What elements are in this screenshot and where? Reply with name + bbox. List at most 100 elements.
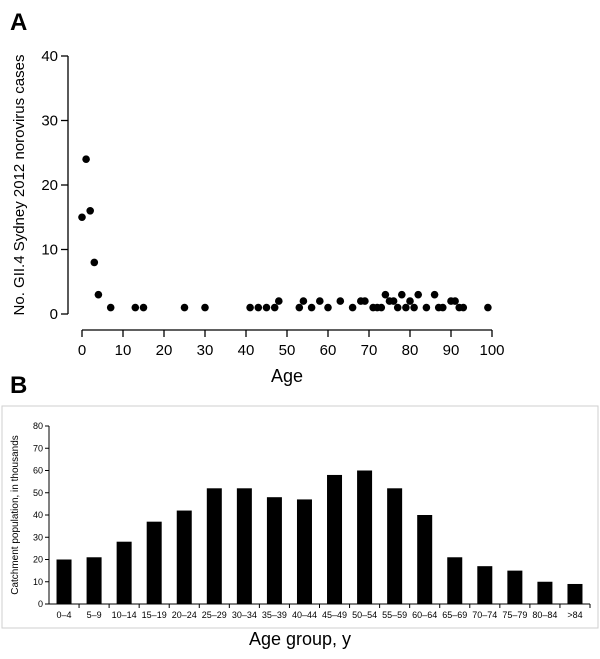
bar [56,559,72,604]
data-point [201,303,209,312]
x-tick-label: 15–19 [142,610,167,620]
y-tick-label: 20 [41,177,58,194]
panel-a-label: A [10,9,27,36]
bar [236,488,252,604]
data-point [410,303,418,312]
y-tick-label: 20 [33,555,43,565]
bar [537,581,553,604]
data-point [316,297,324,305]
data-point [180,303,189,312]
data-point [361,297,369,305]
x-tick-label: 10–14 [112,610,137,620]
data-point [398,290,406,299]
bar [146,521,162,604]
bar [86,557,102,604]
x-tick-label: 60–64 [412,610,437,620]
data-point [336,297,345,305]
y-tick-label: 60 [33,466,43,476]
x-tick-label: 40–44 [292,610,317,620]
x-tick-label: 25–29 [202,610,227,620]
panel-b-plot-frame [1,405,599,629]
panel-b-y-axis-title: Catchment population, in thousands [10,435,21,595]
panel-a-x-ticks: 0 10 20 30 40 50 60 70 80 90 100 [78,330,505,359]
bar [327,474,343,604]
y-tick-label: 0 [38,599,43,609]
y-tick-label: 10 [41,242,58,259]
y-tick-label: 40 [41,48,58,65]
x-tick-label: 50–54 [352,610,377,620]
bar [447,557,463,604]
x-tick-label: 20 [156,342,173,359]
x-tick-label: 35–39 [262,610,287,620]
data-point [402,303,410,312]
panel-b-label: B [10,372,27,399]
data-point [422,303,431,312]
bar [417,515,433,604]
data-point [324,303,332,312]
bar [206,488,222,604]
data-point [414,290,423,299]
x-tick-label: 30–34 [232,610,257,620]
x-tick-label: 5–9 [87,610,102,620]
data-point [459,303,468,312]
data-point [131,303,140,312]
y-tick-label: 30 [33,532,43,542]
data-point [430,290,439,299]
x-tick-label: 75–79 [502,610,527,620]
x-tick-label: 30 [197,342,214,359]
bar [116,541,132,604]
bar [176,510,192,604]
y-tick-label: 50 [33,488,43,498]
x-tick-label: 40 [238,342,255,359]
x-tick-label: 90 [443,342,460,359]
x-tick-label: 0 [78,342,86,359]
bar [296,499,312,604]
data-point [406,297,414,305]
x-tick-label: 45–49 [322,610,347,620]
x-tick-label: 80 [402,342,419,359]
y-tick-label: 10 [33,577,43,587]
bar [387,488,403,604]
data-point [94,290,103,299]
data-point [439,303,447,312]
data-point [377,303,386,312]
bar [357,470,373,604]
data-point [139,303,148,312]
data-point [78,213,86,222]
x-tick-label: 0–4 [57,610,72,620]
x-tick-label: >84 [567,610,582,620]
panel-b-y-ticks: 0 10 20 30 40 50 60 70 80 [33,421,49,609]
panel-a-y-ticks: 0 10 20 30 40 [41,48,68,323]
bar [477,566,493,604]
panel-a-y-axis-title: No. GII.4 Sydney 2012 norovirus cases [11,55,28,316]
panel-b-bar-chart: B 0 10 20 30 40 50 60 70 80 0–4 5–9 10–14 15–19 20–2… [1,372,599,649]
bar [507,570,523,604]
panel-a-points [78,155,492,312]
data-point [254,303,263,312]
panel-b-x-ticks: 0–4 5–9 10–14 15–19 20–24 25–29 30–34 35–39 40–4… [57,604,591,620]
data-point [295,303,304,312]
panel-a-x-axis-title: Age [271,366,303,386]
y-tick-label: 0 [50,306,58,323]
x-tick-label: 65–69 [442,610,467,620]
x-tick-label: 60 [320,342,337,359]
data-point [86,207,94,215]
panel-b-x-axis-title: Age group, y [249,629,351,649]
panel-a-scatter-chart: A 0 10 20 30 40 0 10 20 30 40 50 60 70 80 90 100 No. G… [10,9,505,386]
data-point [451,297,459,305]
data-point [307,303,316,312]
x-tick-label: 50 [279,342,296,359]
x-tick-label: 10 [115,342,132,359]
data-point [246,303,254,312]
data-point [275,297,283,305]
bar [266,497,282,604]
x-tick-label: 20–24 [172,610,197,620]
bar [567,583,583,604]
data-point [389,297,398,305]
data-point [90,258,99,267]
data-point [262,303,271,312]
data-point [381,290,390,299]
x-tick-label: 70 [361,342,378,359]
data-point [393,303,402,312]
